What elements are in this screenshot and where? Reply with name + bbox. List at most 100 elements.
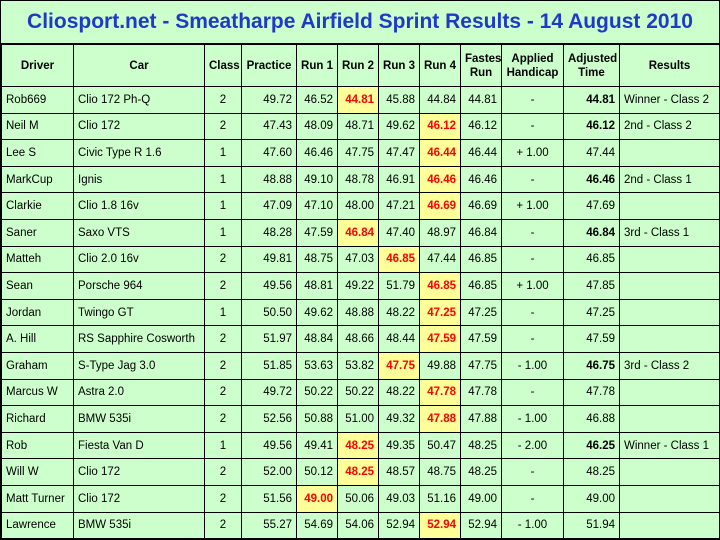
table-row: Matteh Clio 2.0 16v 2 49.81 48.75 47.03 46.85 4… bbox=[1, 245, 720, 274]
run-2-cell: 48.00 bbox=[337, 192, 379, 220]
practice-cell: 49.72 bbox=[241, 86, 297, 114]
run-1-cell: 50.12 bbox=[296, 458, 338, 486]
run-1-cell: 49.10 bbox=[296, 165, 338, 194]
column-header-run-3: Run 3 bbox=[378, 44, 420, 87]
run-4-cell: 46.46 bbox=[419, 165, 461, 194]
driver-cell: Saner bbox=[1, 218, 74, 247]
column-header-driver: Driver bbox=[1, 44, 74, 87]
result-cell: 3rd - Class 2 bbox=[619, 351, 720, 380]
run-4-cell: 48.75 bbox=[419, 458, 461, 486]
table-row: Marcus W Astra 2.0 2 49.72 50.22 50.22 48.22 47… bbox=[1, 378, 720, 407]
column-header-line1: Class bbox=[209, 59, 240, 72]
run-4-cell: 46.85 bbox=[419, 272, 461, 300]
run-1-cell: 48.81 bbox=[296, 272, 338, 300]
fastest-run-cell: 44.81 bbox=[460, 86, 502, 114]
fastest-run-cell: 48.25 bbox=[460, 458, 502, 486]
table-row: MarkCup Ignis 1 48.88 49.10 48.78 46.91 46.46 46… bbox=[1, 165, 720, 194]
run-1-cell: 54.69 bbox=[296, 511, 338, 540]
driver-cell: Graham bbox=[1, 351, 74, 380]
car-cell: Clio 172 bbox=[73, 458, 205, 486]
result-cell: Winner - Class 1 bbox=[619, 431, 720, 460]
handicap-cell: - bbox=[501, 298, 564, 327]
adjusted-time-cell: 47.85 bbox=[563, 272, 620, 300]
result-cell bbox=[619, 139, 720, 167]
column-header-line1: Run 2 bbox=[342, 59, 374, 72]
run-1-cell: 48.75 bbox=[296, 245, 338, 274]
run-2-cell: 50.22 bbox=[337, 378, 379, 407]
results-body: Rob669 Clio 172 Ph-Q 2 49.72 46.52 44.81 45.88… bbox=[1, 86, 720, 540]
run-2-cell: 48.66 bbox=[337, 325, 379, 353]
adjusted-time-cell: 47.69 bbox=[563, 192, 620, 220]
run-3-cell: 46.91 bbox=[378, 165, 420, 194]
class-cell: 2 bbox=[204, 86, 242, 114]
practice-cell: 48.88 bbox=[241, 165, 297, 194]
car-cell: Porsche 964 bbox=[73, 272, 205, 300]
car-cell: S-Type Jag 3.0 bbox=[73, 351, 205, 380]
result-cell bbox=[619, 325, 720, 353]
fastest-run-cell: 46.12 bbox=[460, 112, 502, 141]
handicap-cell: - bbox=[501, 245, 564, 274]
table-row: Saner Saxo VTS 1 48.28 47.59 46.84 47.40 48.97 4… bbox=[1, 218, 720, 247]
run-3-cell: 45.88 bbox=[378, 86, 420, 114]
run-1-cell: 50.88 bbox=[296, 405, 338, 433]
class-cell: 2 bbox=[204, 405, 242, 433]
column-header-line2: Run bbox=[469, 66, 493, 79]
car-cell: Astra 2.0 bbox=[73, 378, 205, 407]
driver-cell: Rob669 bbox=[1, 86, 74, 114]
adjusted-time-cell: 46.46 bbox=[563, 165, 620, 194]
run-2-cell: 44.81 bbox=[337, 86, 379, 114]
column-header-line2: Time bbox=[578, 66, 605, 79]
run-2-cell: 47.75 bbox=[337, 139, 379, 167]
handicap-cell: - 1.00 bbox=[501, 511, 564, 540]
fastest-run-cell: 47.75 bbox=[460, 351, 502, 380]
run-3-cell: 48.44 bbox=[378, 325, 420, 353]
driver-cell: Will W bbox=[1, 458, 74, 486]
adjusted-time-cell: 47.44 bbox=[563, 139, 620, 167]
run-1-cell: 47.59 bbox=[296, 218, 338, 247]
table-row: Jordan Twingo GT 1 50.50 49.62 48.88 48.22 47.2… bbox=[1, 298, 720, 327]
run-1-cell: 47.10 bbox=[296, 192, 338, 220]
fastest-run-cell: 47.88 bbox=[460, 405, 502, 433]
handicap-cell: - 1.00 bbox=[501, 351, 564, 380]
car-cell: Fiesta Van D bbox=[73, 431, 205, 460]
column-header-adjusted-time: Adjusted Time bbox=[563, 44, 620, 87]
handicap-cell: + 1.00 bbox=[501, 272, 564, 300]
class-cell: 1 bbox=[204, 431, 242, 460]
driver-cell: Clarkie bbox=[1, 192, 74, 220]
run-4-cell: 47.88 bbox=[419, 405, 461, 433]
run-1-cell: 50.22 bbox=[296, 378, 338, 407]
column-header-line2: Handicap bbox=[506, 66, 559, 79]
practice-cell: 51.85 bbox=[241, 351, 297, 380]
run-3-cell: 47.40 bbox=[378, 218, 420, 247]
class-cell: 2 bbox=[204, 378, 242, 407]
driver-cell: Rob bbox=[1, 431, 74, 460]
column-header-line1: Run 1 bbox=[301, 59, 333, 72]
table-row: Lee S Civic Type R 1.6 1 47.60 46.46 47.75 47.… bbox=[1, 139, 720, 167]
run-3-cell: 49.62 bbox=[378, 112, 420, 141]
adjusted-time-cell: 46.85 bbox=[563, 245, 620, 274]
car-cell: Twingo GT bbox=[73, 298, 205, 327]
run-3-cell: 48.22 bbox=[378, 378, 420, 407]
run-1-cell: 48.09 bbox=[296, 112, 338, 141]
adjusted-time-cell: 46.88 bbox=[563, 405, 620, 433]
table-row: Will W Clio 172 2 52.00 50.12 48.25 48.57 48.75… bbox=[1, 458, 720, 486]
run-1-cell: 49.41 bbox=[296, 431, 338, 460]
fastest-run-cell: 49.00 bbox=[460, 484, 502, 513]
run-3-cell: 49.35 bbox=[378, 431, 420, 460]
fastest-run-cell: 47.78 bbox=[460, 378, 502, 407]
adjusted-time-cell: 48.25 bbox=[563, 458, 620, 486]
practice-cell: 52.00 bbox=[241, 458, 297, 486]
fastest-run-cell: 47.59 bbox=[460, 325, 502, 353]
class-cell: 2 bbox=[204, 511, 242, 540]
run-4-cell: 52.94 bbox=[419, 511, 461, 540]
class-cell: 2 bbox=[204, 272, 242, 300]
practice-cell: 52.56 bbox=[241, 405, 297, 433]
run-4-cell: 50.47 bbox=[419, 431, 461, 460]
result-cell: 2nd - Class 2 bbox=[619, 112, 720, 141]
column-header-run-2: Run 2 bbox=[337, 44, 379, 87]
handicap-cell: - bbox=[501, 165, 564, 194]
run-2-cell: 50.06 bbox=[337, 484, 379, 513]
car-cell: Clio 2.0 16v bbox=[73, 245, 205, 274]
fastest-run-cell: 46.44 bbox=[460, 139, 502, 167]
practice-cell: 47.09 bbox=[241, 192, 297, 220]
